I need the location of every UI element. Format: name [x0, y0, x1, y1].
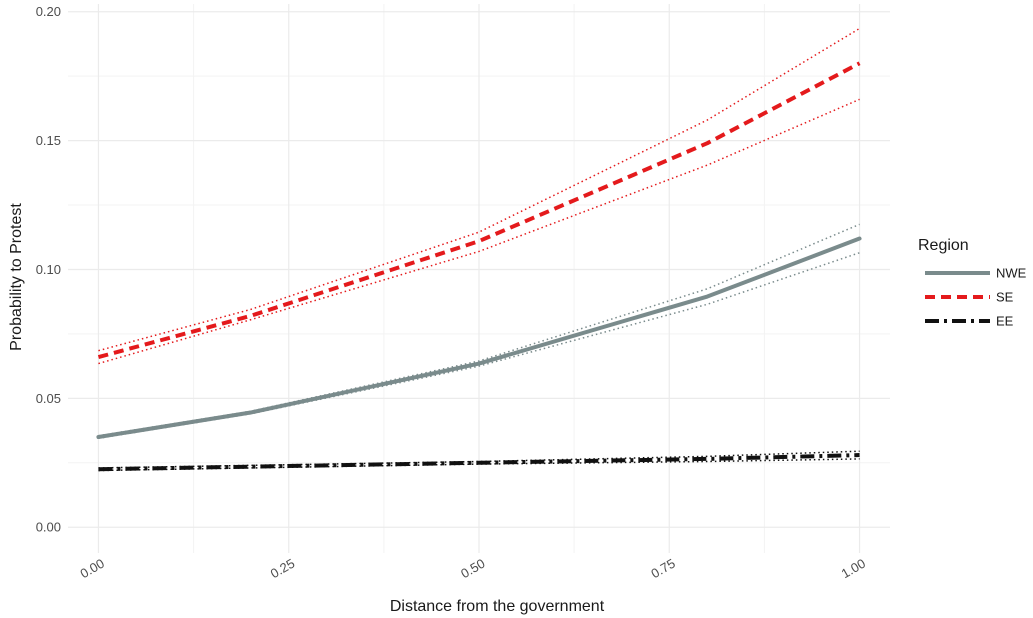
confidence-bands	[98, 27, 860, 472]
legend-label-ee: EE	[996, 314, 1014, 329]
se-ci-upper	[98, 27, 860, 352]
nwe-line	[96, 236, 862, 440]
legend-title: Region	[918, 237, 969, 254]
nwe-ci-upper	[98, 223, 860, 437]
x-axis-ticks: 0.00 0.25 0.50 0.75 1.00	[78, 556, 869, 582]
se-line	[97, 61, 861, 360]
y-tick-label: 0.10	[36, 262, 61, 277]
x-tick-label: 1.00	[839, 556, 868, 582]
x-axis-title: Distance from the government	[390, 598, 605, 615]
y-tick-label: 0.00	[36, 520, 61, 535]
y-tick-label: 0.20	[36, 4, 61, 19]
y-tick-label: 0.15	[36, 133, 61, 148]
grid	[68, 4, 890, 553]
se-ci-lower	[98, 98, 860, 365]
x-tick-label: 0.75	[648, 556, 677, 582]
y-tick-label: 0.05	[36, 391, 61, 406]
series-lines	[96, 61, 862, 472]
legend-label-se: SE	[996, 290, 1014, 305]
x-tick-label: 0.50	[458, 556, 487, 582]
y-axis-title: Probability to Protest	[8, 203, 25, 351]
x-tick-label: 0.00	[78, 556, 107, 582]
legend-label-nwe: NWE	[996, 266, 1027, 281]
y-axis-ticks: 0.00 0.05 0.10 0.15 0.20	[36, 4, 61, 534]
nwe-ci-lower	[98, 252, 860, 440]
x-tick-label: 0.25	[268, 556, 297, 582]
ee-line	[98, 453, 860, 472]
legend: Region NWE SE EE	[918, 237, 1027, 329]
